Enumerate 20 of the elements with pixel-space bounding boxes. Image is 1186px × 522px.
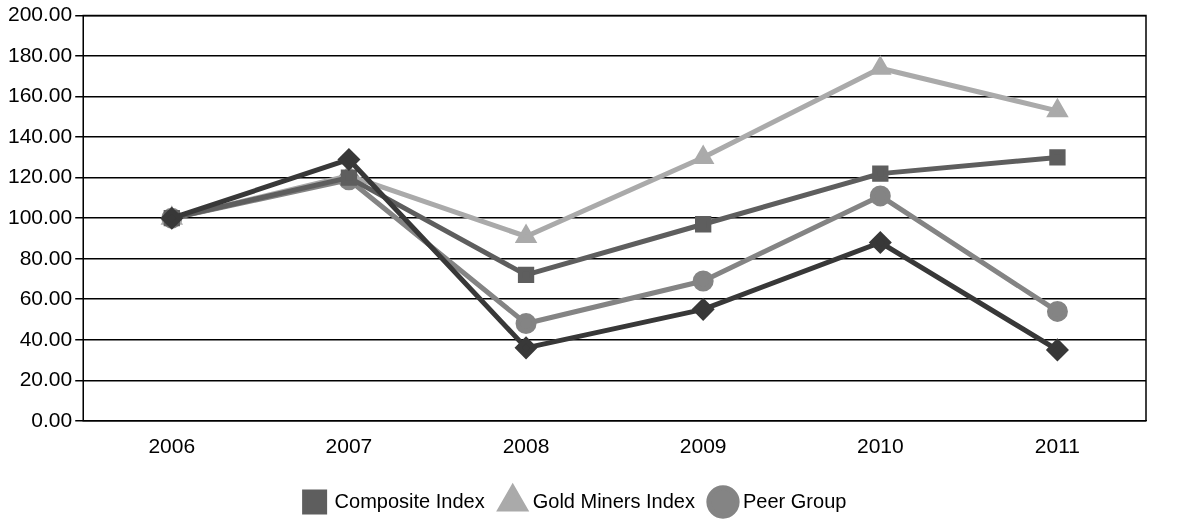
legend-label: Composite Index [334,489,485,512]
x-tick-label: 2008 [502,434,550,458]
y-tick-label: 120.00 [8,164,73,188]
y-tick-label: 140.00 [8,123,73,147]
legend-label: Peer Group [742,489,847,512]
x-tick-label: 2006 [148,434,196,458]
y-tick-label: 60.00 [19,286,73,310]
y-tick-label: 0.00 [31,407,73,431]
x-tick-label: 2009 [679,434,727,458]
y-tick-label: 80.00 [19,245,73,269]
legend-label: Gold Miners Index [532,489,695,512]
y-tick-label: 200.00 [8,2,73,26]
x-tick-label: 2007 [325,434,373,458]
y-tick-label: 160.00 [8,83,73,107]
y-tick-label: 180.00 [8,42,73,66]
x-tick-label: 2010 [856,434,904,458]
y-tick-label: 100.00 [8,205,73,228]
x-tick-label: 2011 [1034,434,1081,458]
y-tick-label: 20.00 [19,367,73,391]
y-tick-label: 40.00 [19,326,73,350]
